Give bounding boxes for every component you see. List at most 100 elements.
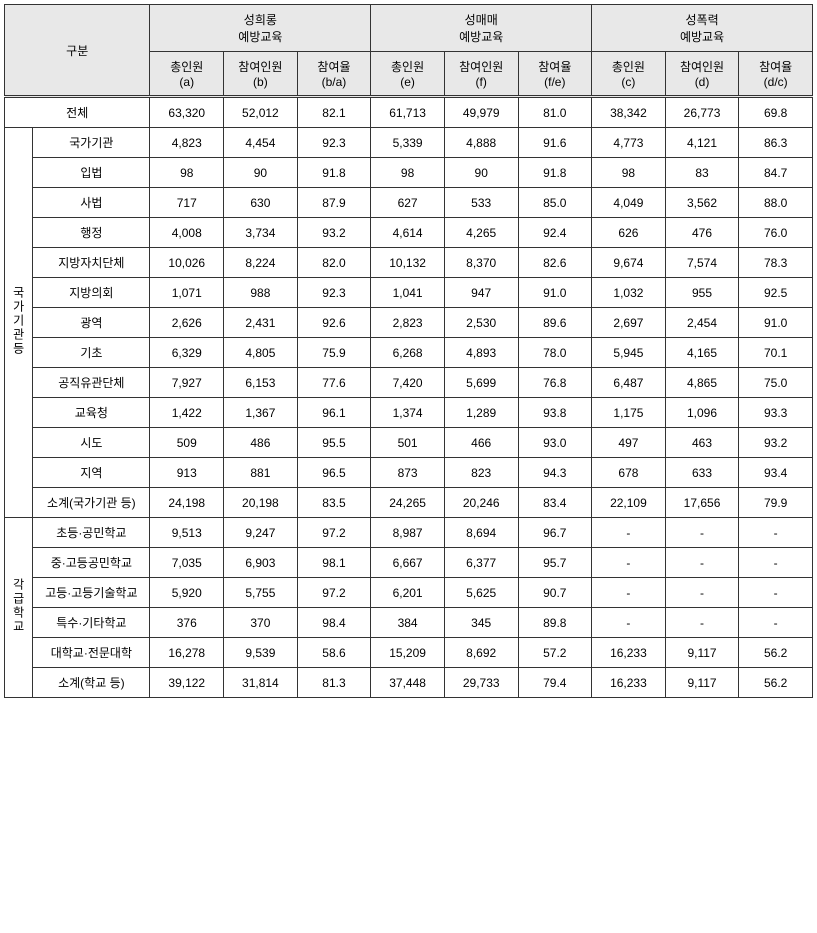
table-cell: 78.0 bbox=[518, 338, 592, 368]
table-cell: 97.2 bbox=[297, 518, 371, 548]
table-cell: 6,487 bbox=[592, 368, 666, 398]
row-label: 소계(학교 등) bbox=[33, 668, 150, 698]
table-cell: 57.2 bbox=[518, 638, 592, 668]
table-cell: 70.1 bbox=[739, 338, 813, 368]
table-cell: 93.4 bbox=[739, 458, 813, 488]
table-row: 시도50948695.550146693.049746393.2 bbox=[5, 428, 813, 458]
table-cell: 89.6 bbox=[518, 308, 592, 338]
table-cell: 24,198 bbox=[150, 488, 224, 518]
table-cell: 90.7 bbox=[518, 578, 592, 608]
table-cell: 29,733 bbox=[444, 668, 518, 698]
table-cell: 501 bbox=[371, 428, 445, 458]
table-cell: 98.1 bbox=[297, 548, 371, 578]
table-cell: 384 bbox=[371, 608, 445, 638]
table-cell: 2,626 bbox=[150, 308, 224, 338]
table-cell: 4,773 bbox=[592, 128, 666, 158]
table-cell: 16,233 bbox=[592, 668, 666, 698]
table-cell: 4,121 bbox=[665, 128, 739, 158]
table-cell: 85.0 bbox=[518, 188, 592, 218]
row-label: 국가기관 bbox=[33, 128, 150, 158]
table-cell: 4,823 bbox=[150, 128, 224, 158]
table-cell: 6,268 bbox=[371, 338, 445, 368]
table-row: 입법989091.8989091.8988384.7 bbox=[5, 158, 813, 188]
table-cell: 58.6 bbox=[297, 638, 371, 668]
table-cell: 1,175 bbox=[592, 398, 666, 428]
table-cell: 20,198 bbox=[224, 488, 298, 518]
table-cell: 1,041 bbox=[371, 278, 445, 308]
table-row: 사법71763087.962753385.04,0493,56288.0 bbox=[5, 188, 813, 218]
education-stats-table: 구분 성희롱예방교육 성매매예방교육 성폭력예방교육 총인원(a)참여인원(b)… bbox=[4, 4, 813, 698]
table-cell: 91.0 bbox=[518, 278, 592, 308]
row-label: 초등·공민학교 bbox=[33, 518, 150, 548]
row-label: 공직유관단체 bbox=[33, 368, 150, 398]
table-cell: 69.8 bbox=[739, 97, 813, 128]
table-cell: 83.4 bbox=[518, 488, 592, 518]
table-cell: 24,265 bbox=[371, 488, 445, 518]
table-cell: - bbox=[592, 548, 666, 578]
row-label: 중·고등공민학교 bbox=[33, 548, 150, 578]
table-cell: 83.5 bbox=[297, 488, 371, 518]
table-cell: - bbox=[665, 548, 739, 578]
table-cell: 79.4 bbox=[518, 668, 592, 698]
table-cell: 6,329 bbox=[150, 338, 224, 368]
table-cell: 17,656 bbox=[665, 488, 739, 518]
table-cell: 93.2 bbox=[297, 218, 371, 248]
table-cell: 1,367 bbox=[224, 398, 298, 428]
table-row: 공직유관단체7,9276,15377.67,4205,69976.86,4874… bbox=[5, 368, 813, 398]
row-label: 행정 bbox=[33, 218, 150, 248]
table-cell: 98 bbox=[150, 158, 224, 188]
table-cell: 83 bbox=[665, 158, 739, 188]
table-cell: 509 bbox=[150, 428, 224, 458]
header-group-0: 성희롱예방교육 bbox=[150, 5, 371, 52]
table-cell: 95.7 bbox=[518, 548, 592, 578]
table-cell: 1,071 bbox=[150, 278, 224, 308]
table-cell: 97.2 bbox=[297, 578, 371, 608]
row-label: 특수·기타학교 bbox=[33, 608, 150, 638]
table-cell: 4,454 bbox=[224, 128, 298, 158]
table-cell: - bbox=[739, 548, 813, 578]
table-row: 전체63,32052,01282.161,71349,97981.038,342… bbox=[5, 97, 813, 128]
table-cell: 8,987 bbox=[371, 518, 445, 548]
table-cell: 91.0 bbox=[739, 308, 813, 338]
table-cell: 96.7 bbox=[518, 518, 592, 548]
table-cell: 2,454 bbox=[665, 308, 739, 338]
table-cell: 89.8 bbox=[518, 608, 592, 638]
table-cell: - bbox=[739, 518, 813, 548]
table-cell: 626 bbox=[592, 218, 666, 248]
table-cell: 82.6 bbox=[518, 248, 592, 278]
table-cell: 92.4 bbox=[518, 218, 592, 248]
table-cell: 38,342 bbox=[592, 97, 666, 128]
table-cell: 81.3 bbox=[297, 668, 371, 698]
table-cell: 75.9 bbox=[297, 338, 371, 368]
table-cell: 82.1 bbox=[297, 97, 371, 128]
table-cell: 345 bbox=[444, 608, 518, 638]
table-cell: 717 bbox=[150, 188, 224, 218]
row-label: 지방자치단체 bbox=[33, 248, 150, 278]
table-row: 중·고등공민학교7,0356,90398.16,6676,37795.7--- bbox=[5, 548, 813, 578]
table-row: 기초6,3294,80575.96,2684,89378.05,9454,165… bbox=[5, 338, 813, 368]
table-cell: 5,945 bbox=[592, 338, 666, 368]
table-cell: 2,823 bbox=[371, 308, 445, 338]
table-cell: 84.7 bbox=[739, 158, 813, 188]
table-cell: 77.6 bbox=[297, 368, 371, 398]
table-cell: 1,374 bbox=[371, 398, 445, 428]
table-cell: 94.3 bbox=[518, 458, 592, 488]
header-col-l1: 참여율(b/a) bbox=[297, 52, 371, 97]
table-cell: 370 bbox=[224, 608, 298, 638]
table-cell: 4,865 bbox=[665, 368, 739, 398]
header-col-l1: 참여인원(f) bbox=[444, 52, 518, 97]
table-cell: 955 bbox=[665, 278, 739, 308]
table-cell: 947 bbox=[444, 278, 518, 308]
table-cell: 463 bbox=[665, 428, 739, 458]
table-cell: 91.8 bbox=[518, 158, 592, 188]
table-cell: 63,320 bbox=[150, 97, 224, 128]
section-vertical-label-1: 국가기관등 bbox=[5, 128, 33, 518]
table-cell: 92.3 bbox=[297, 278, 371, 308]
table-cell: 76.8 bbox=[518, 368, 592, 398]
table-row: 소계(학교 등)39,12231,81481.337,44829,73379.4… bbox=[5, 668, 813, 698]
table-cell: 92.6 bbox=[297, 308, 371, 338]
row-label: 광역 bbox=[33, 308, 150, 338]
row-label: 소계(국가기관 등) bbox=[33, 488, 150, 518]
table-cell: - bbox=[665, 578, 739, 608]
table-cell: 15,209 bbox=[371, 638, 445, 668]
